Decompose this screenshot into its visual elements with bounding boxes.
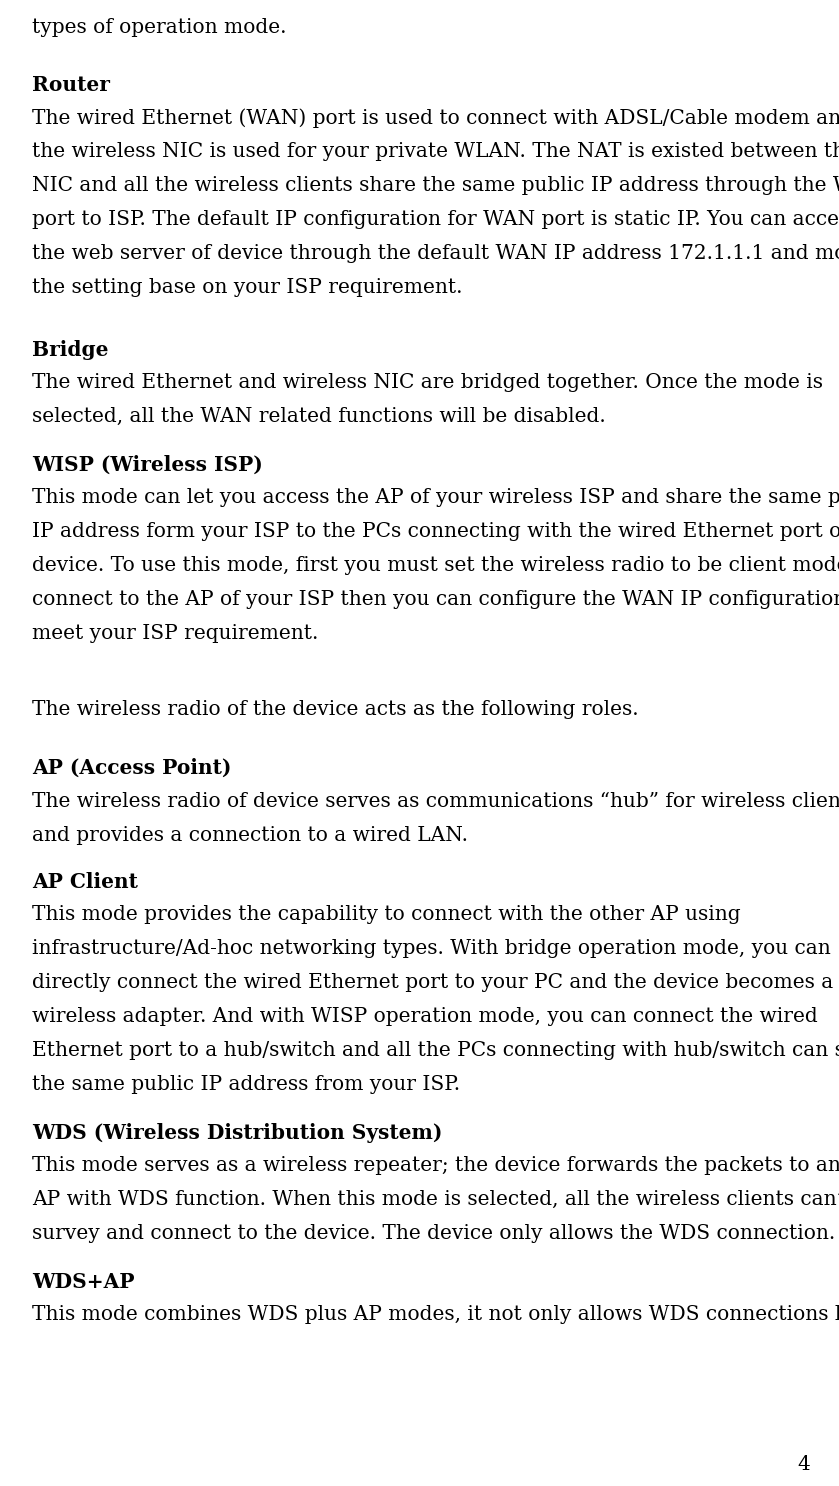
- Text: WISP (Wireless ISP): WISP (Wireless ISP): [32, 455, 263, 476]
- Text: 4: 4: [797, 1455, 810, 1474]
- Text: IP address form your ISP to the PCs connecting with the wired Ethernet port of t: IP address form your ISP to the PCs conn…: [32, 522, 839, 541]
- Text: connect to the AP of your ISP then you can configure the WAN IP configuration to: connect to the AP of your ISP then you c…: [32, 590, 839, 609]
- Text: This mode serves as a wireless repeater; the device forwards the packets to anot: This mode serves as a wireless repeater;…: [32, 1156, 839, 1175]
- Text: infrastructure/Ad-hoc networking types. With bridge operation mode, you can: infrastructure/Ad-hoc networking types. …: [32, 939, 831, 958]
- Text: NIC and all the wireless clients share the same public IP address through the WA: NIC and all the wireless clients share t…: [32, 175, 839, 195]
- Text: directly connect the wired Ethernet port to your PC and the device becomes a: directly connect the wired Ethernet port…: [32, 973, 833, 993]
- Text: device. To use this mode, first you must set the wireless radio to be client mod: device. To use this mode, first you must…: [32, 556, 839, 575]
- Text: Ethernet port to a hub/switch and all the PCs connecting with hub/switch can sha: Ethernet port to a hub/switch and all th…: [32, 1042, 839, 1060]
- Text: wireless adapter. And with WISP operation mode, you can connect the wired: wireless adapter. And with WISP operatio…: [32, 1008, 818, 1025]
- Text: meet your ISP requirement.: meet your ISP requirement.: [32, 624, 318, 643]
- Text: the same public IP address from your ISP.: the same public IP address from your ISP…: [32, 1074, 460, 1094]
- Text: selected, all the WAN related functions will be disabled.: selected, all the WAN related functions …: [32, 407, 606, 426]
- Text: Router: Router: [32, 74, 110, 95]
- Text: AP Client: AP Client: [32, 872, 138, 892]
- Text: The wired Ethernet and wireless NIC are bridged together. Once the mode is: The wired Ethernet and wireless NIC are …: [32, 373, 823, 392]
- Text: The wireless radio of device serves as communications “hub” for wireless clients: The wireless radio of device serves as c…: [32, 792, 839, 811]
- Text: The wireless radio of the device acts as the following roles.: The wireless radio of the device acts as…: [32, 700, 638, 719]
- Text: WDS+AP: WDS+AP: [32, 1272, 134, 1291]
- Text: This mode can let you access the AP of your wireless ISP and share the same publ: This mode can let you access the AP of y…: [32, 487, 839, 507]
- Text: This mode combines WDS plus AP modes, it not only allows WDS connections but: This mode combines WDS plus AP modes, it…: [32, 1305, 839, 1324]
- Text: and provides a connection to a wired LAN.: and provides a connection to a wired LAN…: [32, 826, 468, 846]
- Text: Bridge: Bridge: [32, 340, 108, 360]
- Text: WDS (Wireless Distribution System): WDS (Wireless Distribution System): [32, 1123, 442, 1143]
- Text: the setting base on your ISP requirement.: the setting base on your ISP requirement…: [32, 278, 462, 297]
- Text: types of operation mode.: types of operation mode.: [32, 18, 286, 37]
- Text: AP with WDS function. When this mode is selected, all the wireless clients can’t: AP with WDS function. When this mode is …: [32, 1190, 839, 1210]
- Text: AP (Access Point): AP (Access Point): [32, 758, 232, 779]
- Text: port to ISP. The default IP configuration for WAN port is static IP. You can acc: port to ISP. The default IP configuratio…: [32, 210, 839, 229]
- Text: survey and connect to the device. The device only allows the WDS connection.: survey and connect to the device. The de…: [32, 1224, 836, 1242]
- Text: This mode provides the capability to connect with the other AP using: This mode provides the capability to con…: [32, 905, 741, 924]
- Text: the web server of device through the default WAN IP address 172.1.1.1 and modify: the web server of device through the def…: [32, 244, 839, 263]
- Text: The wired Ethernet (WAN) port is used to connect with ADSL/Cable modem and: The wired Ethernet (WAN) port is used to…: [32, 108, 839, 128]
- Text: the wireless NIC is used for your private WLAN. The NAT is existed between the 2: the wireless NIC is used for your privat…: [32, 143, 839, 160]
